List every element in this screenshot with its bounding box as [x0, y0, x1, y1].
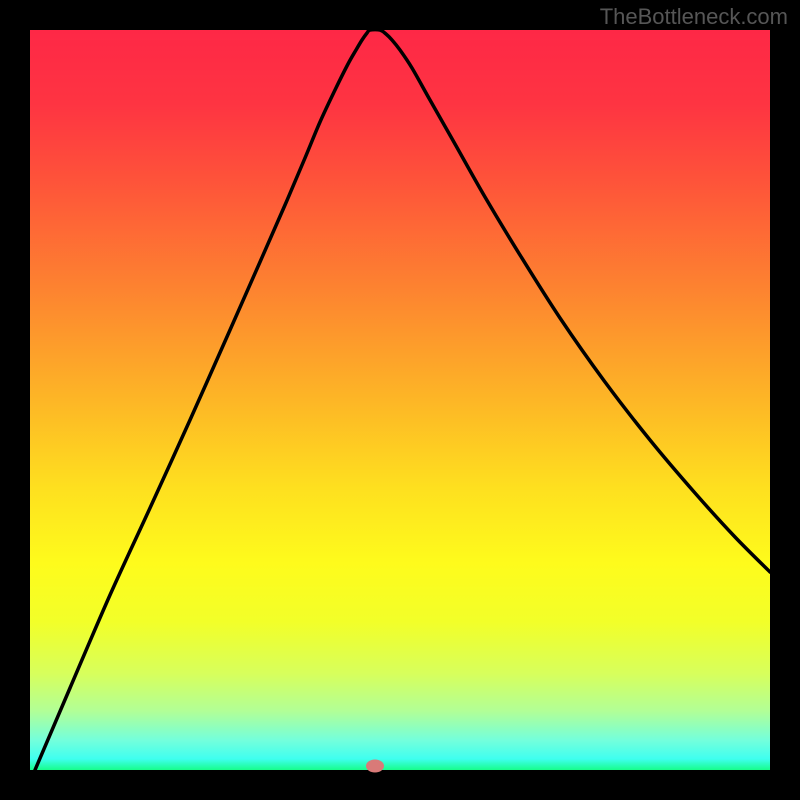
bottleneck-chart	[0, 0, 800, 800]
plot-background	[30, 30, 770, 770]
optimal-marker	[366, 760, 384, 773]
chart-container: TheBottleneck.com	[0, 0, 800, 800]
watermark-text: TheBottleneck.com	[600, 4, 788, 30]
